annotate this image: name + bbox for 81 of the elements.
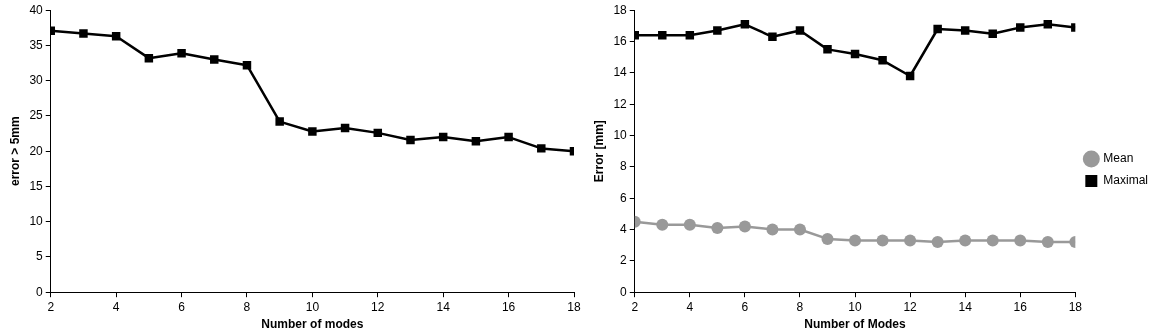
- x-tick-label: 18: [567, 299, 581, 314]
- y-tick-label: 8: [620, 159, 628, 174]
- y-tick-label: 5: [36, 249, 44, 264]
- point: [1043, 20, 1053, 29]
- point: [821, 232, 834, 245]
- y-tick-label: 25: [29, 108, 44, 123]
- y-tick-label: 12: [613, 96, 628, 111]
- y-axis-title: Error [mm]: [591, 120, 606, 183]
- y-tick-label: 35: [29, 37, 44, 52]
- x-tick-label: 10: [848, 299, 863, 314]
- y-tick-label: 10: [613, 127, 628, 142]
- point: [960, 26, 970, 35]
- y-tick-label: 18: [613, 2, 628, 17]
- point: [656, 218, 669, 231]
- point: [111, 32, 121, 41]
- x-tick-label: 8: [796, 299, 804, 314]
- x-tick-label: 2: [47, 299, 55, 314]
- y-tick-label: 10: [29, 214, 44, 229]
- y-tick-label: 14: [613, 65, 628, 80]
- y-tick-label: 15: [29, 178, 44, 193]
- point: [210, 55, 219, 64]
- point: [275, 117, 284, 126]
- point: [959, 234, 972, 247]
- point: [931, 236, 944, 249]
- x-tick-label: 12: [903, 299, 918, 314]
- y-axis-title: error > 5mm: [7, 116, 22, 187]
- x-tick-label: 2: [631, 299, 639, 314]
- point: [471, 137, 481, 146]
- point: [795, 26, 805, 35]
- x-tick-label: 8: [243, 299, 251, 314]
- y-tick-label: 0: [620, 284, 628, 299]
- x-tick-label: 4: [686, 299, 694, 314]
- point: [986, 234, 999, 247]
- y-tick-label: 40: [29, 2, 44, 17]
- y-tick-label: 4: [620, 221, 628, 236]
- point: [878, 56, 887, 65]
- point: [988, 29, 997, 38]
- x-axis-title: Number of modes: [261, 317, 364, 332]
- legend-label: Mean: [1103, 151, 1134, 166]
- x-tick-label: 18: [1068, 299, 1083, 314]
- point: [738, 220, 751, 233]
- x-tick-label: 16: [501, 299, 516, 314]
- y-tick-label: 20: [29, 143, 44, 158]
- point: [79, 29, 88, 38]
- point: [711, 221, 724, 234]
- y-tick-label: 6: [620, 190, 628, 205]
- point: [876, 234, 889, 247]
- x-tick-label: 4: [112, 299, 120, 314]
- point: [177, 48, 186, 58]
- y-tick-label: 2: [620, 253, 628, 268]
- point: [1016, 23, 1025, 32]
- point: [1014, 234, 1027, 247]
- point: [406, 135, 415, 145]
- point: [308, 127, 317, 136]
- point: [740, 20, 750, 29]
- x-tick-label: 10: [305, 299, 320, 314]
- y-tick-label: 0: [36, 284, 44, 299]
- point: [933, 24, 942, 34]
- x-tick-label: 14: [436, 299, 451, 314]
- y-tick-label: 30: [29, 73, 44, 88]
- point: [823, 45, 832, 54]
- point: [766, 223, 779, 236]
- x-axis-title: Number of Modes: [804, 317, 907, 332]
- x-tick-label: 12: [371, 299, 385, 314]
- point: [849, 234, 862, 247]
- x-tick-label: 6: [741, 299, 749, 314]
- point: [537, 144, 546, 153]
- x-tick-label: 6: [178, 299, 186, 314]
- point: [683, 218, 696, 231]
- point: [1041, 236, 1054, 249]
- point: [904, 234, 917, 247]
- point: [658, 31, 667, 40]
- point: [685, 31, 695, 40]
- point: [504, 132, 513, 142]
- point: [793, 223, 806, 236]
- x-tick-label: 16: [1013, 299, 1028, 314]
- point: [713, 26, 722, 35]
- legend-label: Maximal: [1103, 173, 1148, 188]
- y-tick-label: 16: [613, 33, 628, 48]
- x-tick-label: 14: [958, 299, 973, 314]
- point: [768, 32, 777, 42]
